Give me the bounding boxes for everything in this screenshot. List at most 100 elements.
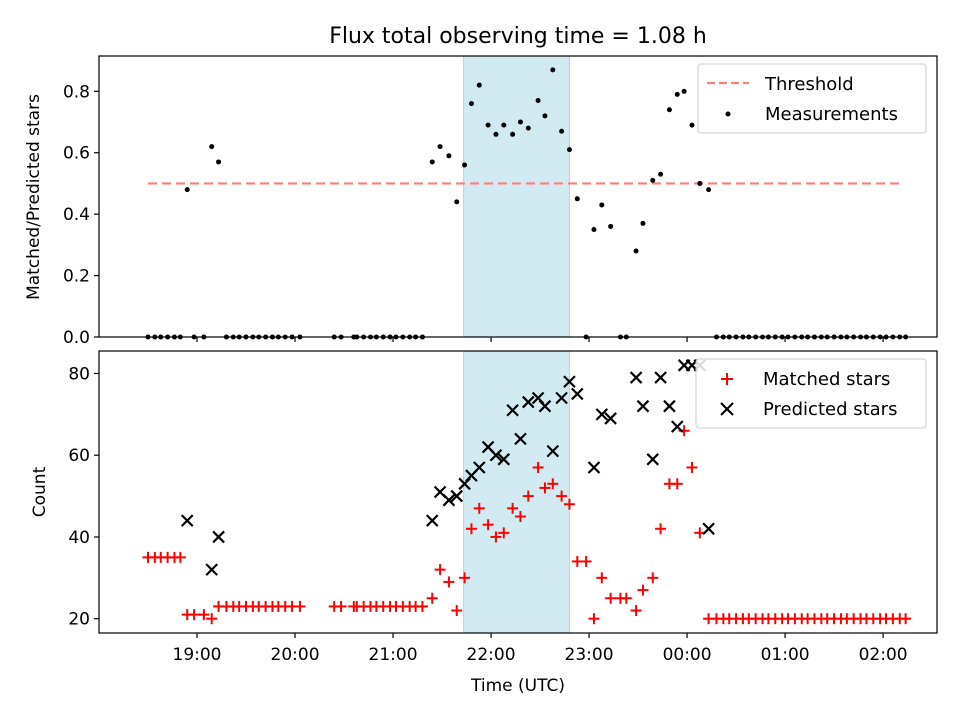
measurement-point <box>591 227 597 233</box>
xtick-label: 01:00 <box>761 645 810 665</box>
predicted-stars-point <box>587 461 601 474</box>
predicted-stars-point <box>546 444 560 458</box>
predicted-stars-point <box>604 412 617 425</box>
matched-stars-point <box>514 511 526 523</box>
matched-stars-point <box>532 461 544 473</box>
bottom-ytick-label: 40 <box>68 528 90 548</box>
top-legend-box <box>697 63 927 134</box>
measurement-point <box>525 125 531 131</box>
legend-matched-label: Matched stars <box>763 369 890 390</box>
matched-stars-point <box>451 605 463 617</box>
measurement-point <box>559 128 565 134</box>
matched-stars-point <box>588 613 600 625</box>
matched-stars-point <box>647 572 659 584</box>
measurement-point <box>454 199 460 205</box>
matched-stars-point <box>630 605 642 617</box>
bottom-plot-frame <box>98 350 938 634</box>
matched-stars-point <box>686 461 698 473</box>
predicted-stars-point <box>629 371 643 384</box>
top-y-axis-label: Matched/Predicted stars <box>24 94 44 300</box>
measurement-point <box>697 180 703 186</box>
top-ytick-label: 0.0 <box>63 328 90 348</box>
predicted-stars-point <box>538 399 552 413</box>
measurement-point <box>658 171 664 177</box>
measurement-point <box>476 82 482 88</box>
matched-stars-point <box>416 600 428 612</box>
measurement-point <box>633 248 639 254</box>
matched-stars-point <box>335 600 347 612</box>
matched-stars-point <box>434 564 446 576</box>
predicted-stars-point <box>571 387 584 401</box>
predicted-stars-point <box>563 375 576 388</box>
matched-stars-point <box>206 613 218 625</box>
xtick-label: 21:00 <box>369 645 418 665</box>
measurement-point <box>446 153 452 159</box>
measurement-point <box>674 91 680 97</box>
shaded-interval <box>463 55 570 338</box>
measurement-point <box>535 98 541 104</box>
predicted-stars-point <box>670 420 684 433</box>
measurement-point <box>216 159 222 165</box>
matched-stars-point <box>596 572 608 584</box>
legend-matched-swatch <box>721 373 733 385</box>
measurement-point <box>468 101 474 107</box>
measurement-point <box>608 223 614 229</box>
bottom-ytick-label: 60 <box>68 446 90 466</box>
measurement-point <box>493 131 499 137</box>
measurement-point <box>574 196 580 202</box>
legend-predicted-label: Predicted stars <box>763 399 897 420</box>
predicted-stars-point <box>654 371 667 384</box>
top-ytick-label: 0.2 <box>63 267 90 287</box>
predicted-stars-point <box>425 514 439 527</box>
measurement-point <box>681 88 687 94</box>
measurement-point <box>650 177 656 183</box>
xtick-label: 19:00 <box>173 645 222 665</box>
matched-stars-point <box>655 523 667 535</box>
top-plot-frame <box>98 55 938 338</box>
matched-stars-point <box>459 572 471 584</box>
predicted-stars-point <box>636 399 650 413</box>
measurement-point <box>501 122 507 128</box>
predicted-stars-point <box>450 489 464 503</box>
measurement-point <box>542 113 548 119</box>
bottom-ytick-label: 20 <box>68 610 90 630</box>
measurement-point <box>510 131 516 137</box>
top-ytick-label: 0.6 <box>63 144 90 164</box>
measurement-point <box>517 119 523 125</box>
matched-stars-point <box>522 490 534 502</box>
measurement-point <box>485 122 491 128</box>
matched-stars-point <box>174 551 186 563</box>
predicted-stars-point <box>180 514 194 527</box>
measurement-point <box>550 67 556 73</box>
matched-stars-point <box>547 478 559 490</box>
matched-stars-point <box>473 502 485 514</box>
xtick-label: 02:00 <box>859 645 908 665</box>
matched-stars-point <box>539 482 551 494</box>
measurement-point <box>184 187 190 193</box>
top-ytick-label: 0.4 <box>63 205 90 225</box>
predicted-stars-point <box>663 399 676 413</box>
bottom-y-axis-label: Count <box>30 466 50 517</box>
predicted-stars-point <box>489 448 503 462</box>
top-panel: Flux total observing time = 1.08 h 0.0 0.… <box>24 24 938 348</box>
bottom-ytick-label: 80 <box>68 364 90 384</box>
predicted-stars-point <box>212 530 225 544</box>
predicted-stars-point <box>514 432 527 446</box>
matched-stars-point <box>498 527 510 539</box>
matched-stars-point <box>580 555 592 567</box>
legend-measurements-swatch <box>725 111 731 117</box>
legend-threshold-label: Threshold <box>764 74 854 95</box>
matched-stars-point <box>563 498 575 510</box>
measurement-point <box>209 144 215 150</box>
predicted-stars-point <box>205 563 218 576</box>
measurement-point <box>437 144 443 150</box>
predicted-stars-point <box>442 493 456 507</box>
matched-stars-point <box>620 592 632 604</box>
predicted-stars-point <box>595 408 609 421</box>
matched-stars-point <box>556 490 568 502</box>
matched-stars-point <box>900 613 912 625</box>
predicted-stars-point <box>497 453 511 466</box>
chart-title: Flux total observing time = 1.08 h <box>329 24 707 49</box>
bottom-legend-box <box>695 358 927 429</box>
